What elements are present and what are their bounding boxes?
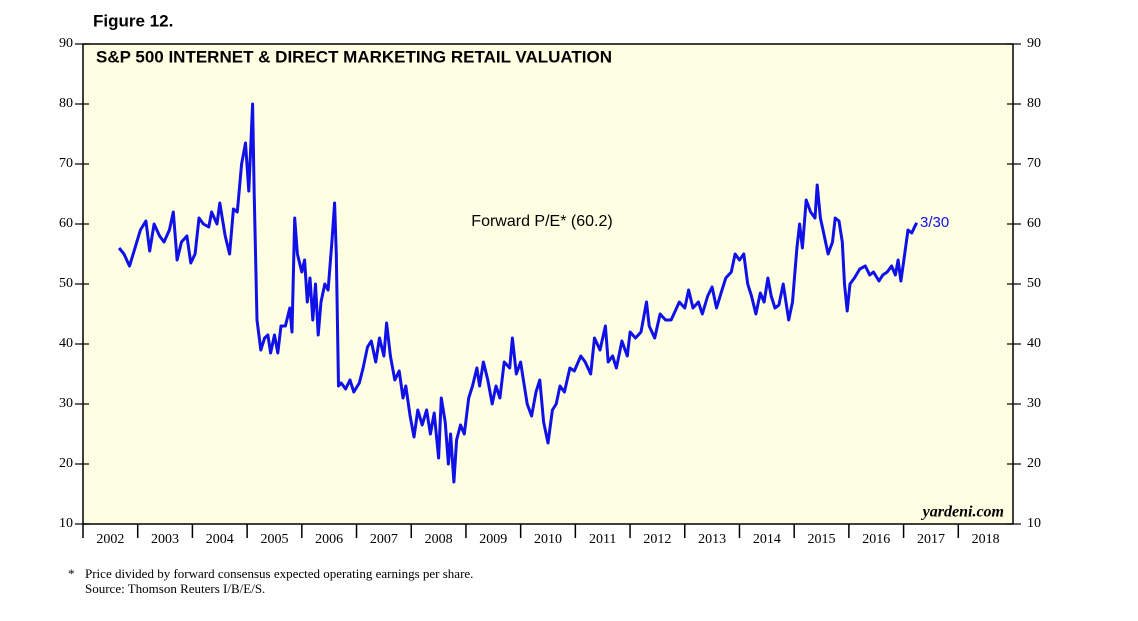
- x-tick-label: 2008: [425, 532, 453, 547]
- series-label: Forward P/E* (60.2): [471, 213, 612, 230]
- x-tick-label: 2014: [753, 532, 781, 547]
- y-tick-label: 10: [59, 516, 73, 531]
- x-tick-label: 2006: [315, 532, 343, 547]
- chart-title: S&P 500 INTERNET & DIRECT MARKETING RETA…: [96, 47, 612, 66]
- annotation: 3/30: [920, 214, 949, 231]
- y-tick-label: 30: [59, 396, 73, 411]
- y-tick-label: 20: [59, 456, 73, 471]
- x-tick-label: 2004: [206, 532, 234, 547]
- series-line: [117, 102, 919, 484]
- x-tick-label: 2009: [479, 532, 507, 547]
- y2-tick-label: 70: [1027, 156, 1041, 171]
- y-tick-label: 70: [59, 156, 73, 171]
- source-mark: yardeni.com: [921, 504, 1004, 521]
- x-tick-label: 2016: [862, 532, 890, 547]
- y-tick-label: 40: [59, 336, 73, 351]
- source: Source: Thomson Reuters I/B/E/S.: [85, 581, 265, 596]
- y-tick-label: 50: [59, 276, 73, 291]
- x-tick-label: 2010: [534, 532, 562, 547]
- figure-label: Figure 12.: [93, 11, 173, 30]
- footnote-marker: *: [68, 566, 75, 581]
- y2-tick-label: 40: [1027, 336, 1041, 351]
- plot-area: [82, 43, 1014, 525]
- y-tick-label: 90: [59, 36, 73, 51]
- y2-tick-label: 50: [1027, 276, 1041, 291]
- y2-tick-label: 80: [1027, 96, 1041, 111]
- footnote: Price divided by forward consensus expec…: [85, 566, 473, 581]
- y-tick-label: 60: [59, 216, 73, 231]
- x-tick-label: 2007: [370, 532, 398, 547]
- y-tick-label: 80: [59, 96, 73, 111]
- y2-tick-label: 60: [1027, 216, 1041, 231]
- x-tick-label: 2018: [972, 532, 1000, 547]
- y2-tick-label: 90: [1027, 36, 1041, 51]
- y2-tick-label: 30: [1027, 396, 1041, 411]
- x-tick-label: 2015: [808, 532, 836, 547]
- x-tick-label: 2012: [643, 532, 671, 547]
- x-tick-label: 2017: [917, 532, 945, 547]
- x-tick-label: 2013: [698, 532, 726, 547]
- y2-tick-label: 10: [1027, 516, 1041, 531]
- x-tick-label: 2002: [96, 532, 124, 547]
- x-tick-label: 2011: [589, 532, 616, 547]
- x-tick-label: 2003: [151, 532, 179, 547]
- x-tick-label: 2005: [260, 532, 288, 547]
- y2-tick-label: 20: [1027, 456, 1041, 471]
